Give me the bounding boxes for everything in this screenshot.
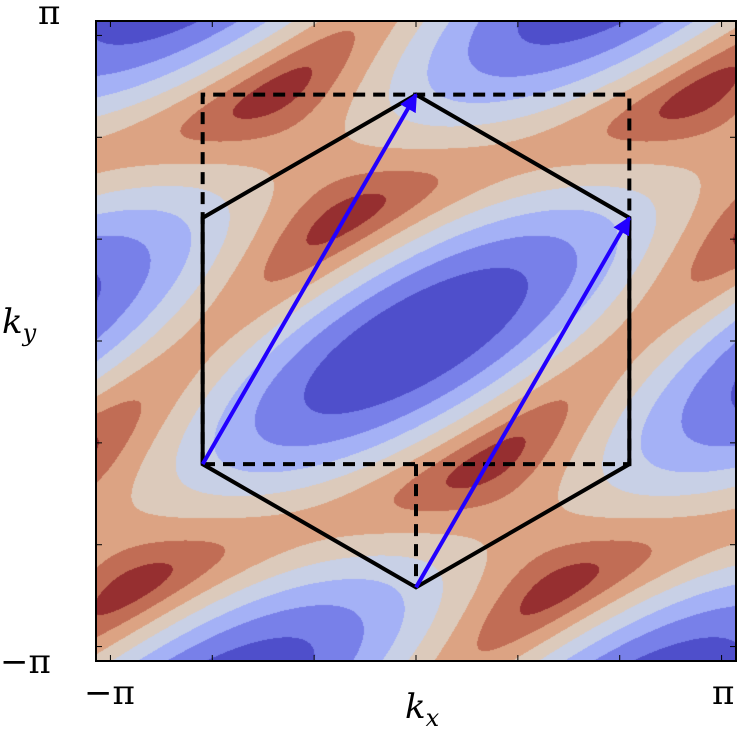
y-axis-label-main: k bbox=[2, 302, 23, 342]
x-axis-label: kx bbox=[405, 687, 439, 730]
x-tick-label-max: π bbox=[712, 673, 735, 713]
plot-frame bbox=[95, 20, 737, 662]
reciprocal-vector-arrow-1 bbox=[200, 93, 418, 466]
x-tick-label-min: −π bbox=[84, 673, 135, 713]
y-tick-label-max: π bbox=[38, 0, 61, 33]
y-axis-label-sub: y bbox=[22, 319, 37, 347]
y-axis-label: ky bbox=[2, 302, 36, 345]
x-axis-label-sub: x bbox=[425, 704, 440, 732]
y-tick-label-min: −π bbox=[0, 642, 51, 682]
x-axis-label-main: k bbox=[405, 687, 426, 727]
dashed-rectangle bbox=[200, 92, 632, 467]
reciprocal-vector-arrow-2 bbox=[414, 216, 632, 589]
